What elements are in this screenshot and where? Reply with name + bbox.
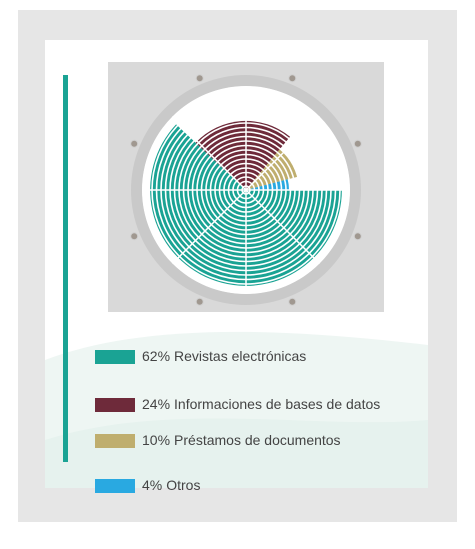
dial-spoke <box>171 189 247 265</box>
dial-spoke <box>245 115 321 191</box>
dial-spoke <box>245 189 321 265</box>
bolt <box>195 297 204 306</box>
legend-value: 24% <box>142 396 170 412</box>
legend-swatch <box>95 398 135 412</box>
legend-name: Revistas electrónicas <box>174 348 306 364</box>
legend-name: Informaciones de bases de datos <box>174 396 380 412</box>
wave <box>45 418 428 488</box>
legend-value: 10% <box>142 432 170 448</box>
legend-label: 4% Otros <box>142 477 200 493</box>
bolt <box>195 74 204 83</box>
legend-label: 24% Informaciones de bases de datos <box>142 396 380 412</box>
legend-name: Otros <box>166 477 200 493</box>
legend-value: 4% <box>142 477 162 493</box>
accent-bar <box>63 75 68 462</box>
legend-swatch <box>95 434 135 448</box>
bolt <box>353 232 362 241</box>
legend-label: 62% Revistas electrónicas <box>142 348 306 364</box>
legend-value: 62% <box>142 348 170 364</box>
legend-name: Préstamos de documentos <box>174 432 341 448</box>
bolt <box>288 297 297 306</box>
legend-label: 10% Préstamos de documentos <box>142 432 341 448</box>
bolt <box>288 74 297 83</box>
bolt <box>130 139 139 148</box>
dial-spoke <box>171 115 247 191</box>
bolt <box>130 232 139 241</box>
legend-swatch <box>95 479 135 493</box>
bolt <box>353 139 362 148</box>
legend-swatch <box>95 350 135 364</box>
